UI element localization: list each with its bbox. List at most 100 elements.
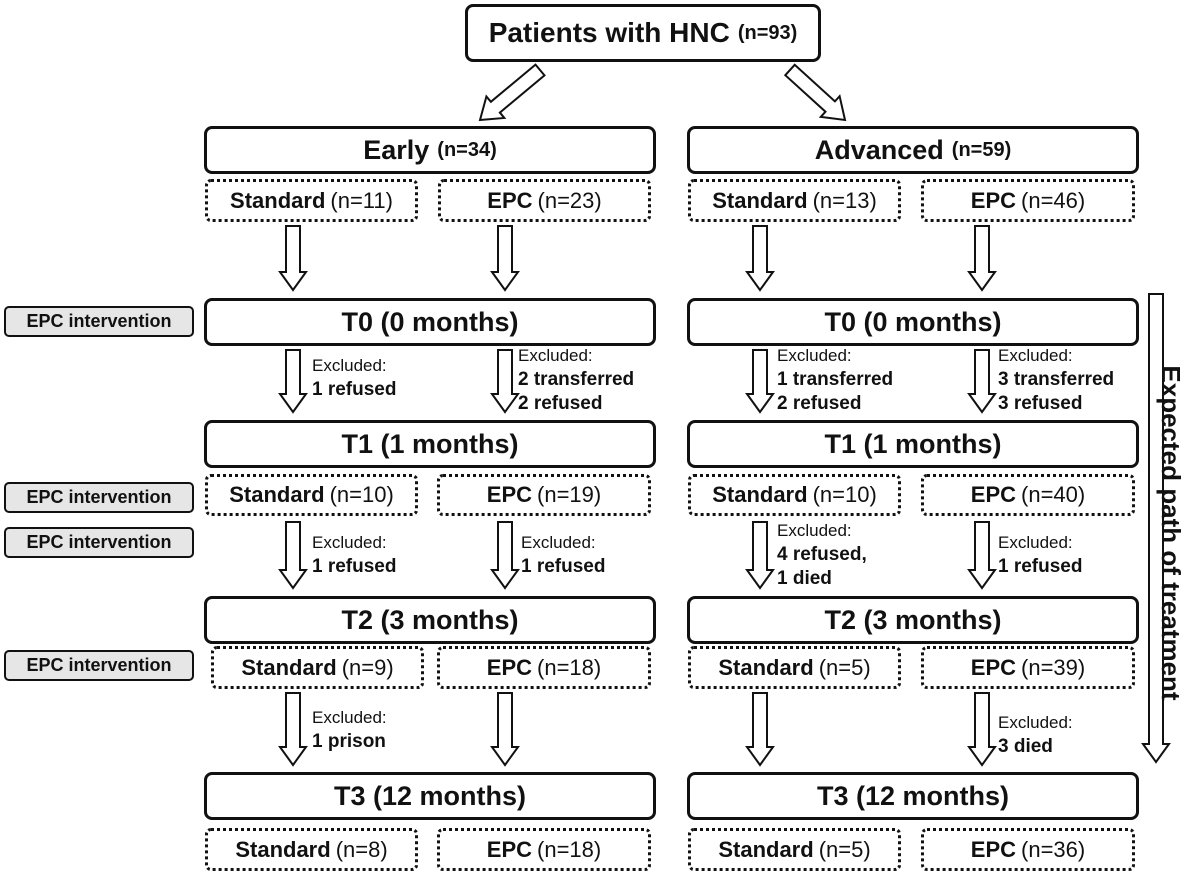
excluded-reason: 1 refused (312, 556, 397, 577)
arm-count: (n=10) (329, 482, 394, 507)
arm-count: (n=23) (537, 187, 602, 213)
arm-label: Standard (241, 654, 337, 680)
early-epc-t3: EPC (n=18) (437, 828, 651, 871)
advanced-group-title: Advanced (814, 134, 944, 165)
excluded-early-standard-t1: Excluded: 1 refused (312, 531, 396, 579)
arm-label: EPC (970, 654, 1017, 680)
early-epc-t1: EPC (n=19) (437, 474, 651, 516)
arm-count: (n=18) (537, 836, 602, 862)
arm-count: (n=11) (330, 187, 393, 213)
arm-count: (n=13) (812, 187, 877, 213)
excluded-reason: 1 transferred (777, 369, 894, 390)
excluded-reason: 3 died (998, 736, 1053, 757)
early-group-title: Early (363, 134, 430, 165)
epc-intervention-tag-t1: EPC intervention (4, 482, 194, 513)
epc-intervention-tag-t0: EPC intervention (4, 306, 194, 337)
excluded-reason: 1 died (777, 568, 832, 589)
arm-count: (n=18) (537, 654, 602, 680)
arm-label: Standard (229, 482, 325, 507)
arm-count: (n=8) (335, 836, 388, 862)
total-patients-count: (n=93) (737, 21, 798, 44)
arm-count: (n=9) (341, 654, 394, 680)
early-group-count: (n=34) (437, 138, 497, 161)
arm-label: Standard (712, 482, 808, 507)
advanced-t0-box: T0 (0 months) (687, 298, 1139, 346)
excluded-heading: Excluded: (312, 708, 387, 727)
expected-path-arrow (1141, 293, 1171, 764)
advanced-t2-box: T2 (3 months) (687, 596, 1139, 644)
advanced-standard-baseline: Standard (n=13) (688, 179, 901, 222)
advanced-standard-t2: Standard (n=5) (688, 646, 901, 689)
arrow-to-early (478, 63, 546, 122)
advanced-epc-t2: EPC (n=39) (921, 646, 1135, 689)
arrow-advanced-epc-t0-t1 (967, 349, 997, 414)
early-t1-box: T1 (1 months) (204, 420, 656, 468)
excluded-heading: Excluded: (518, 346, 593, 365)
arm-count: (n=46) (1021, 187, 1086, 213)
arrow-early-epc-t2-t3 (490, 692, 520, 767)
arrow-early-epc-t0-t1 (490, 349, 520, 414)
arrow-advanced-standard-baseline-t0 (745, 225, 775, 292)
early-standard-t2: Standard (n=9) (211, 646, 424, 689)
arrow-advanced-epc-t2-t3 (967, 692, 997, 767)
advanced-t1-box: T1 (1 months) (687, 420, 1139, 468)
arrow-to-advanced (783, 63, 847, 122)
advanced-epc-t3: EPC (n=36) (921, 828, 1135, 871)
excluded-early-epc-t0: Excluded: 2 transferred 2 refused (518, 344, 634, 416)
arm-label: EPC (487, 187, 533, 213)
excluded-heading: Excluded: (998, 713, 1073, 732)
excluded-advanced-epc-t2: Excluded: 3 died (998, 711, 1073, 759)
excluded-reason: 1 refused (312, 379, 397, 400)
excluded-advanced-epc-t1: Excluded: 1 refused (998, 531, 1082, 579)
arm-count: (n=5) (818, 654, 871, 680)
excluded-heading: Excluded: (312, 356, 387, 375)
excluded-reason: 1 refused (521, 556, 606, 577)
arm-count: (n=40) (1021, 482, 1086, 507)
excluded-heading: Excluded: (777, 521, 852, 540)
excluded-advanced-standard-t0: Excluded: 1 transferred 2 refused (777, 344, 893, 416)
arrow-early-standard-t2-t3 (278, 692, 308, 767)
arm-count: (n=19) (537, 482, 602, 507)
early-t3-box: T3 (12 months) (204, 772, 656, 820)
advanced-t3-box: T3 (12 months) (687, 772, 1139, 820)
arrow-early-epc-baseline-t0 (490, 225, 520, 292)
arrow-early-standard-t1-t2 (278, 521, 308, 590)
arrow-advanced-epc-baseline-t0 (967, 225, 997, 292)
arm-label: Standard (718, 654, 814, 680)
arm-count: (n=10) (812, 482, 877, 507)
excluded-heading: Excluded: (521, 533, 596, 552)
arm-label: EPC (970, 187, 1017, 213)
total-patients-title: Patients with HNC (488, 17, 730, 48)
arrow-early-standard-baseline-t0 (278, 225, 308, 292)
excluded-advanced-standard-t1: Excluded: 4 refused, 1 died (777, 519, 867, 591)
advanced-group-count: (n=59) (951, 138, 1012, 161)
epc-intervention-tag-t1-t2: EPC intervention (4, 527, 194, 558)
excluded-heading: Excluded: (998, 533, 1073, 552)
excluded-heading: Excluded: (998, 346, 1073, 365)
expected-path-label: Expected path of treatment (1156, 365, 1186, 701)
excluded-early-standard-t0: Excluded: 1 refused (312, 354, 396, 402)
advanced-group-box: Advanced (n=59) (687, 126, 1139, 174)
excluded-reason: 1 refused (998, 556, 1083, 577)
arm-count: (n=5) (818, 836, 871, 862)
early-t0-box: T0 (0 months) (204, 298, 656, 346)
arm-count: (n=39) (1021, 654, 1086, 680)
early-t2-box: T2 (3 months) (204, 596, 656, 644)
advanced-epc-t1: EPC (n=40) (921, 474, 1135, 516)
early-standard-t1: Standard (n=10) (205, 474, 418, 516)
arm-label: Standard (230, 187, 326, 213)
excluded-reason: 1 prison (312, 731, 386, 752)
total-patients-box: Patients with HNC (n=93) (465, 4, 821, 62)
arrow-early-epc-t1-t2 (490, 521, 520, 590)
arrow-advanced-epc-t1-t2 (967, 521, 997, 590)
excluded-reason: 2 refused (518, 393, 603, 414)
advanced-standard-t1: Standard (n=10) (688, 474, 901, 516)
early-epc-baseline: EPC (n=23) (438, 179, 651, 222)
excluded-advanced-epc-t0: Excluded: 3 transferred 3 refused (998, 344, 1114, 416)
arm-label: EPC (486, 482, 533, 507)
excluded-early-epc-t1: Excluded: 1 refused (521, 531, 605, 579)
epc-intervention-tag-t2: EPC intervention (4, 650, 194, 681)
excluded-heading: Excluded: (777, 346, 852, 365)
